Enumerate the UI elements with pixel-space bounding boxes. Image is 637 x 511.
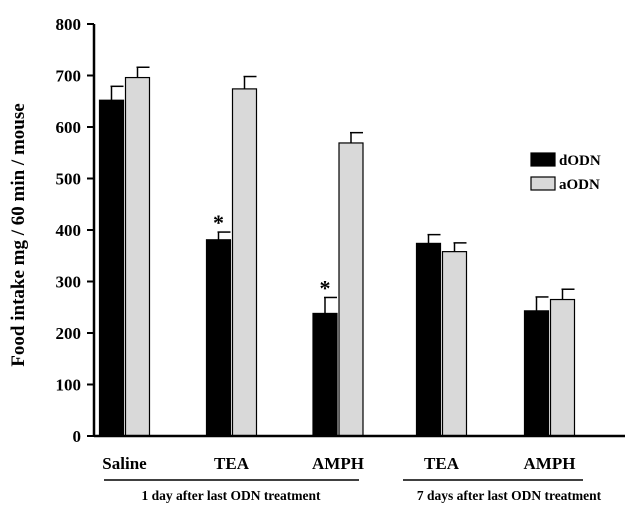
legend-swatch-dODN xyxy=(530,152,556,167)
y-axis-title: Food intake mg / 60 min / mouse xyxy=(8,103,29,366)
bar-aODN-1 xyxy=(231,88,258,437)
bar-dODN-3 xyxy=(415,242,442,437)
group-label: 1 day after last ODN treatment xyxy=(141,488,321,503)
y-ticks-layer: 0 100 200 300 400 500 600 700 800 xyxy=(56,15,94,446)
category-groups: 1 day after last ODN treatment 7 days aft… xyxy=(104,479,602,503)
y-tick-label: 400 xyxy=(56,221,82,240)
bar-dODN-4 xyxy=(523,310,550,437)
bar-dODN-1 xyxy=(205,239,232,437)
group-label: 7 days after last ODN treatment xyxy=(417,488,602,503)
legend-swatch-aODN xyxy=(530,176,556,191)
category-label: AMPH xyxy=(524,454,576,473)
y-tick-label: 200 xyxy=(56,324,82,343)
significance-marker: * xyxy=(320,275,331,300)
legend: dODN aODN xyxy=(530,152,601,193)
bar-aODN-4 xyxy=(549,298,576,437)
category-label: Saline xyxy=(102,454,147,473)
y-tick-label: 300 xyxy=(56,273,82,292)
bar-aODN-2 xyxy=(338,142,364,437)
y-tick-label: 100 xyxy=(56,376,82,395)
labels-layer: Food intake mg / 60 min / mouse Saline TE… xyxy=(8,103,575,473)
y-tick-label: 600 xyxy=(56,118,82,137)
bars-layer: ** xyxy=(98,66,576,437)
bar-dODN-0 xyxy=(98,99,125,437)
bar-aODN-3 xyxy=(441,251,468,437)
category-label: AMPH xyxy=(312,454,364,473)
y-tick-label: 0 xyxy=(73,427,82,446)
category-label: TEA xyxy=(424,454,460,473)
legend-label-aODN: aODN xyxy=(559,177,600,193)
significance-marker: * xyxy=(213,210,224,235)
y-tick-label: 700 xyxy=(56,67,82,86)
category-label: TEA xyxy=(214,454,250,473)
legend-label-dODN: dODN xyxy=(559,153,601,169)
bar-dODN-2 xyxy=(312,312,338,437)
y-tick-label: 500 xyxy=(56,170,82,189)
y-tick-label: 800 xyxy=(56,15,82,34)
bar-aODN-0 xyxy=(124,76,151,437)
